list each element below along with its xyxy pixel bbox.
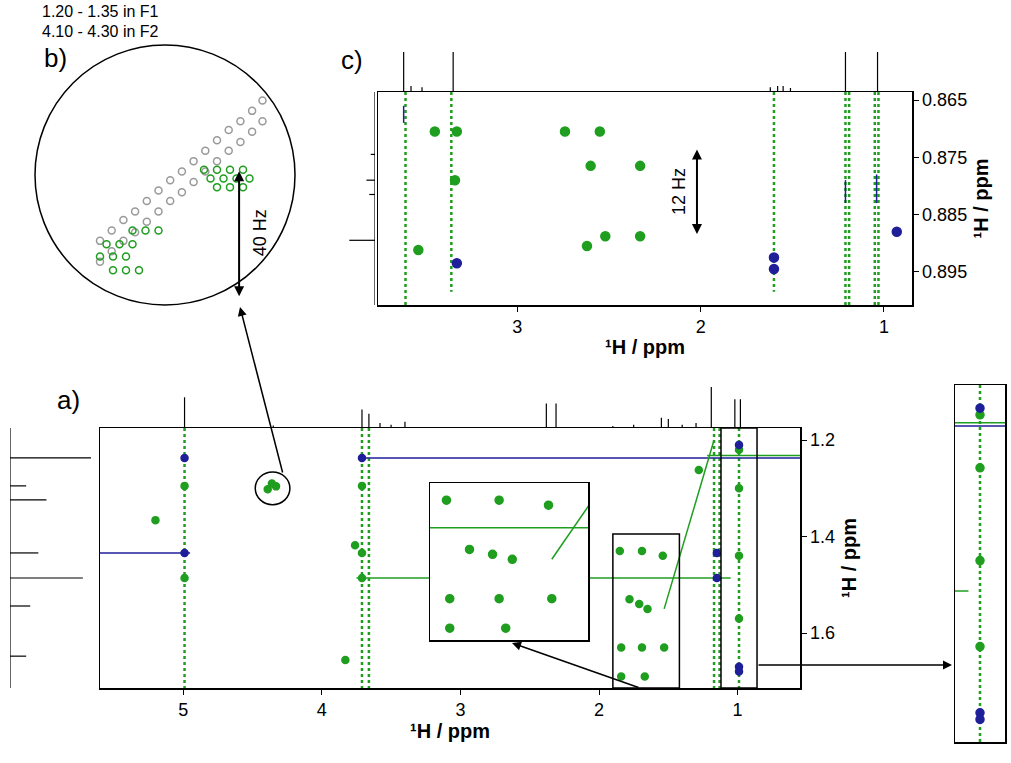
svg-text:¹H / ppm: ¹H / ppm — [410, 720, 490, 742]
svg-text:¹H / ppm: ¹H / ppm — [970, 159, 992, 239]
svg-text:0.895: 0.895 — [922, 262, 967, 282]
svg-text:1: 1 — [733, 700, 743, 720]
svg-text:b): b) — [44, 43, 67, 73]
svg-text:1: 1 — [879, 317, 889, 337]
svg-text:2: 2 — [594, 700, 604, 720]
svg-text:2: 2 — [696, 317, 706, 337]
svg-text:12 Hz: 12 Hz — [669, 168, 689, 215]
svg-text:¹H / ppm: ¹H / ppm — [838, 518, 860, 598]
svg-text:0.865: 0.865 — [922, 90, 967, 110]
svg-text:4.10 - 4.30 in F2: 4.10 - 4.30 in F2 — [42, 23, 159, 40]
svg-text:3: 3 — [512, 317, 522, 337]
svg-text:1.20 - 1.35 in F1: 1.20 - 1.35 in F1 — [42, 3, 159, 20]
svg-text:4: 4 — [317, 700, 327, 720]
svg-text:40 Hz: 40 Hz — [250, 209, 270, 256]
svg-text:a): a) — [57, 385, 80, 415]
svg-text:0.875: 0.875 — [922, 148, 967, 168]
svg-text:1.4: 1.4 — [810, 527, 835, 547]
svg-text:1.2: 1.2 — [810, 430, 835, 450]
svg-text:c): c) — [341, 45, 363, 75]
svg-text:5: 5 — [178, 700, 188, 720]
svg-text:0.885: 0.885 — [922, 205, 967, 225]
svg-text:1.6: 1.6 — [810, 623, 835, 643]
svg-text:¹H / ppm: ¹H / ppm — [605, 336, 685, 358]
svg-text:3: 3 — [455, 700, 465, 720]
